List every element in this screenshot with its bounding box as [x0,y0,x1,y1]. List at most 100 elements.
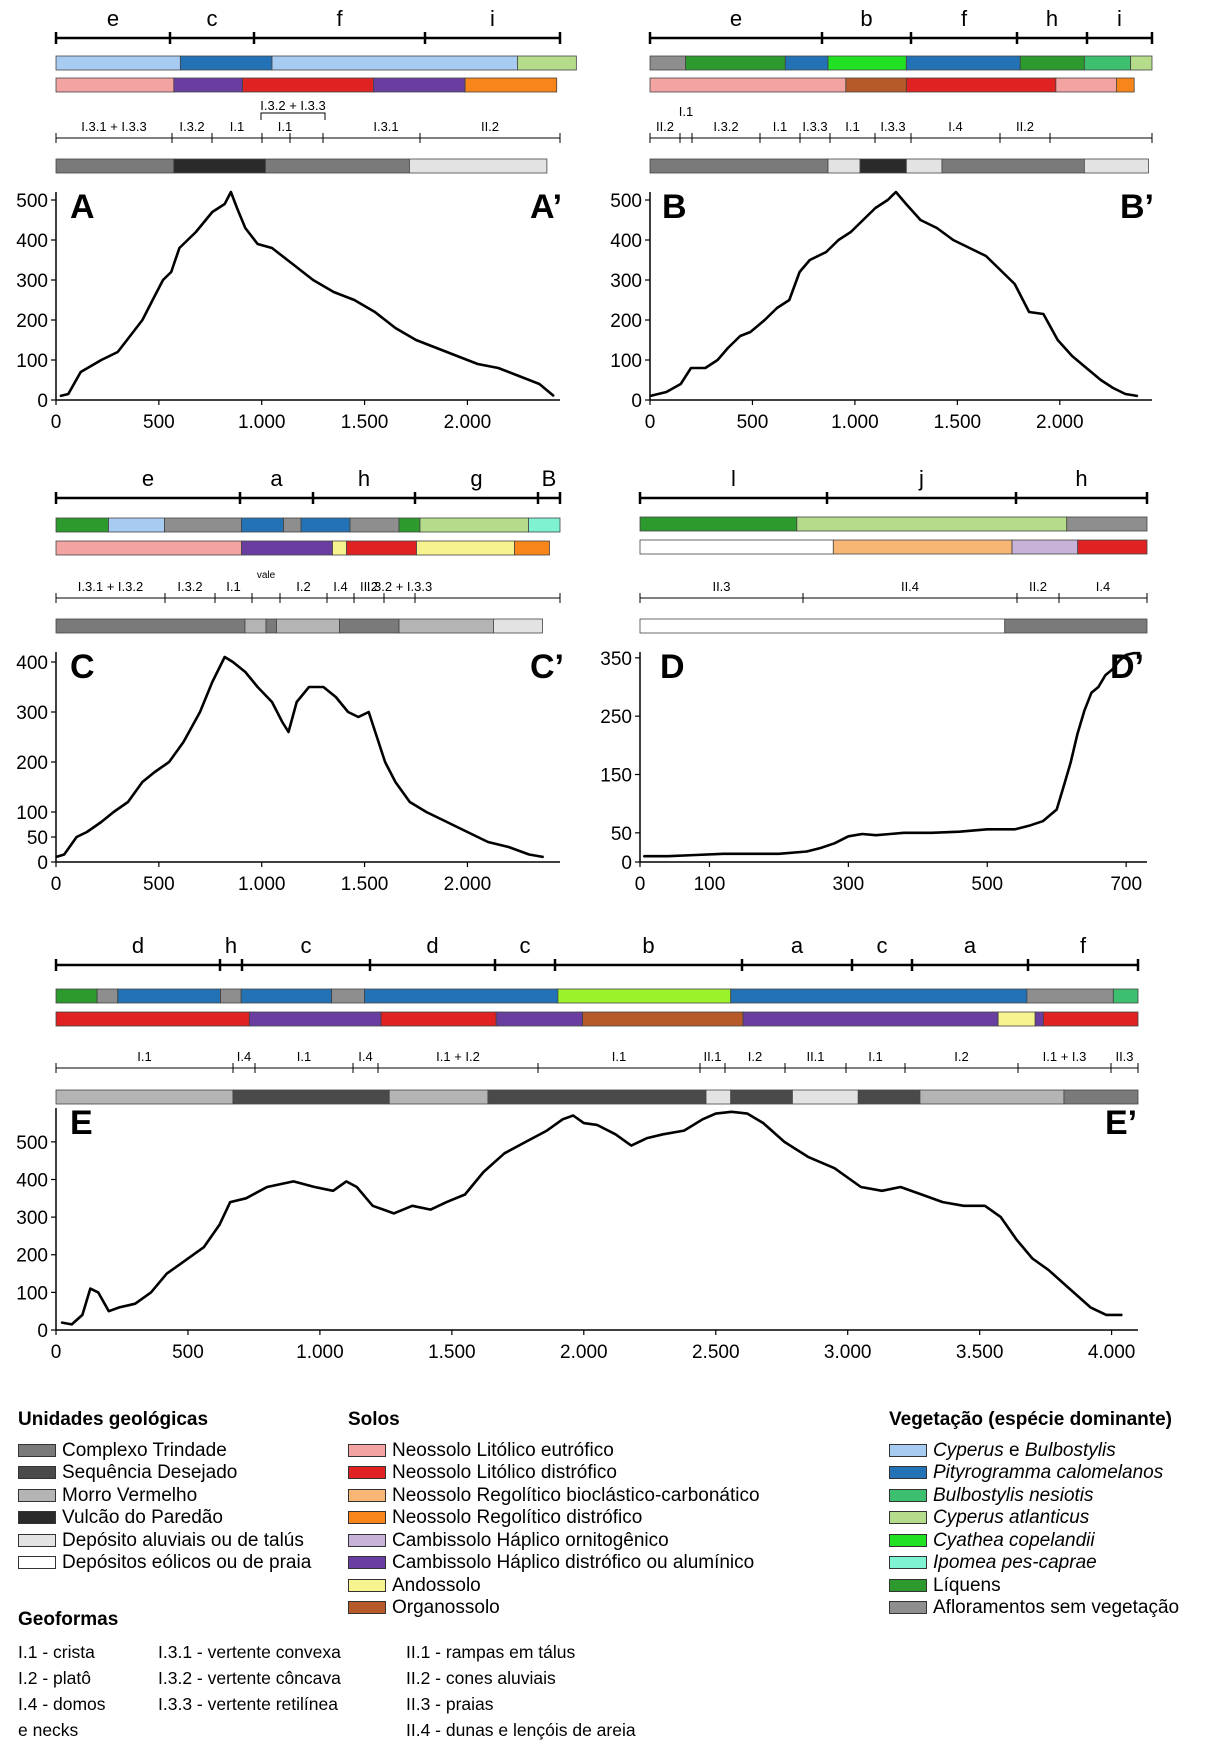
elevation-profile-point [1071,355,1073,357]
legend-swatch [889,1533,927,1547]
landform-label: I.4 [948,119,962,134]
geology-bar-segment [339,618,400,634]
landform-label: I.1 [679,104,693,119]
elevation-profile-point [546,1130,548,1132]
vegetation-type-label: j [918,466,924,491]
elevation-profile-point [257,243,259,245]
landform-definition: I.3.1 - vertente convexa [158,1642,341,1662]
elevation-profile-point [731,1111,733,1113]
elevation-profile-point [80,371,82,373]
elevation-profile-point [425,811,427,813]
elevation-profile-point [899,1186,902,1188]
x-tick-label: 2.000 [444,412,492,433]
legend-label: Sequência Desejado [62,1462,238,1484]
vegetation-type-label: c [520,933,531,958]
elevation-profile-point [203,1246,205,1248]
elevation-profile-point [649,395,651,397]
elevation-profile-point [86,831,88,833]
elevation-profile-point [817,255,819,257]
profile-start-letter: D [660,648,685,686]
elevation-profile-point [847,835,850,837]
elevation-profile-point [1063,785,1065,787]
elevation-profile-point [384,761,386,763]
landform-label: II.2 [360,579,378,594]
legend-soils: Solos Neossolo Litólico eutrófico Neossol… [348,1410,760,1619]
x-tick-label: 3.500 [956,1342,1004,1363]
legend-item-soil-3: Neossolo Regolítico distrófico [348,1507,760,1530]
geology-bar-segment [827,158,861,174]
vegetation-bar-segment [649,55,687,71]
vegetation-bar-segment [179,55,273,71]
x-tick-label: 0 [51,874,62,895]
vegetation-type-label: b [642,933,654,958]
profile-end-letter: B’ [1120,188,1154,226]
elevation-profile-point [1070,762,1072,764]
elevation-profile-point [374,311,376,313]
geology-bar-segment [919,1089,1065,1105]
y-tick-label: 0 [621,853,632,874]
x-tick-label: 0 [635,874,646,895]
y-tick-label: 100 [610,351,642,372]
vegetation-bar-segment [331,988,365,1004]
x-tick-label: 500 [172,1342,204,1363]
elevation-profile-point [783,1141,786,1143]
elevation-profile-point [1014,283,1016,285]
elevation-profile-point [690,367,692,369]
soil-bar-segment [649,77,847,93]
vegetation-bar-segment [300,517,351,533]
landform-label: I.1 [278,119,292,134]
x-tick-label: 1.000 [296,1342,344,1363]
landform-label: II.1 [806,1049,824,1064]
vegetation-bar-segment [220,988,242,1004]
landform-definition: II.2 - cones aluviais [406,1668,556,1688]
elevation-profile-point [683,1130,685,1132]
legend-label: Ipomea pes-caprae [933,1552,1097,1574]
soil-bar-segment [514,540,550,556]
soil-bar-segment [1042,1011,1139,1027]
vegetation-bar-segment [528,517,561,533]
landform-label: II.2 [481,119,499,134]
vegetation-bar-segment [1026,988,1114,1004]
legend-item-geol-1: Sequência Desejado [18,1462,311,1485]
elevation-profile-point [1014,828,1016,830]
elevation-profile-point [497,367,499,369]
elevation-profile-point [76,836,78,838]
geology-bar-segment [55,618,246,634]
landform-label: II.4 [901,579,919,594]
landform-label: II.3 [712,579,730,594]
landform-label: II.2 [1016,119,1034,134]
y-tick-label: 500 [16,191,48,212]
elevation-profile-point [905,203,907,205]
profile-start-letter: B [662,188,687,226]
legend-item-veg-1: Pityrogramma calomelanos [889,1462,1179,1485]
elevation-profile-point [1111,668,1113,671]
x-tick-label: 2.500 [692,1342,740,1363]
geology-bar-segment [1004,618,1148,634]
elevation-profile-point [141,781,143,783]
elevation-profile-point [292,1180,295,1182]
landform-definition: I.2 - platô [18,1668,91,1688]
legend-swatch [889,1578,927,1592]
elevation-profile-point [1076,733,1079,735]
landform-definition: e necks [18,1720,79,1740]
x-tick-label: 1.500 [428,1342,476,1363]
elevation-profile-point [446,821,448,823]
elevation-profile-point [219,1224,221,1226]
y-tick-label: 100 [16,803,48,824]
elevation-profile-point [195,231,197,233]
soil-bar-segment [1115,77,1135,93]
legend-swatch [889,1466,927,1480]
soil-bar-segment [373,77,466,93]
y-tick-label: 400 [610,231,642,252]
y-tick-label: 0 [37,391,48,412]
elevation-profile-point [1118,660,1120,662]
y-tick-label: 0 [37,853,48,874]
elevation-profile-point [466,831,468,833]
elevation-profile-point [889,833,891,835]
elevation-profile-point [727,347,729,349]
legend-label: Neossolo Regolítico distrófico [392,1507,643,1529]
elevation-profile-point [1104,674,1106,676]
elevation-profile-point [244,671,246,673]
elevation-profile-point [1125,654,1127,656]
elevation-profile-point [182,741,185,743]
